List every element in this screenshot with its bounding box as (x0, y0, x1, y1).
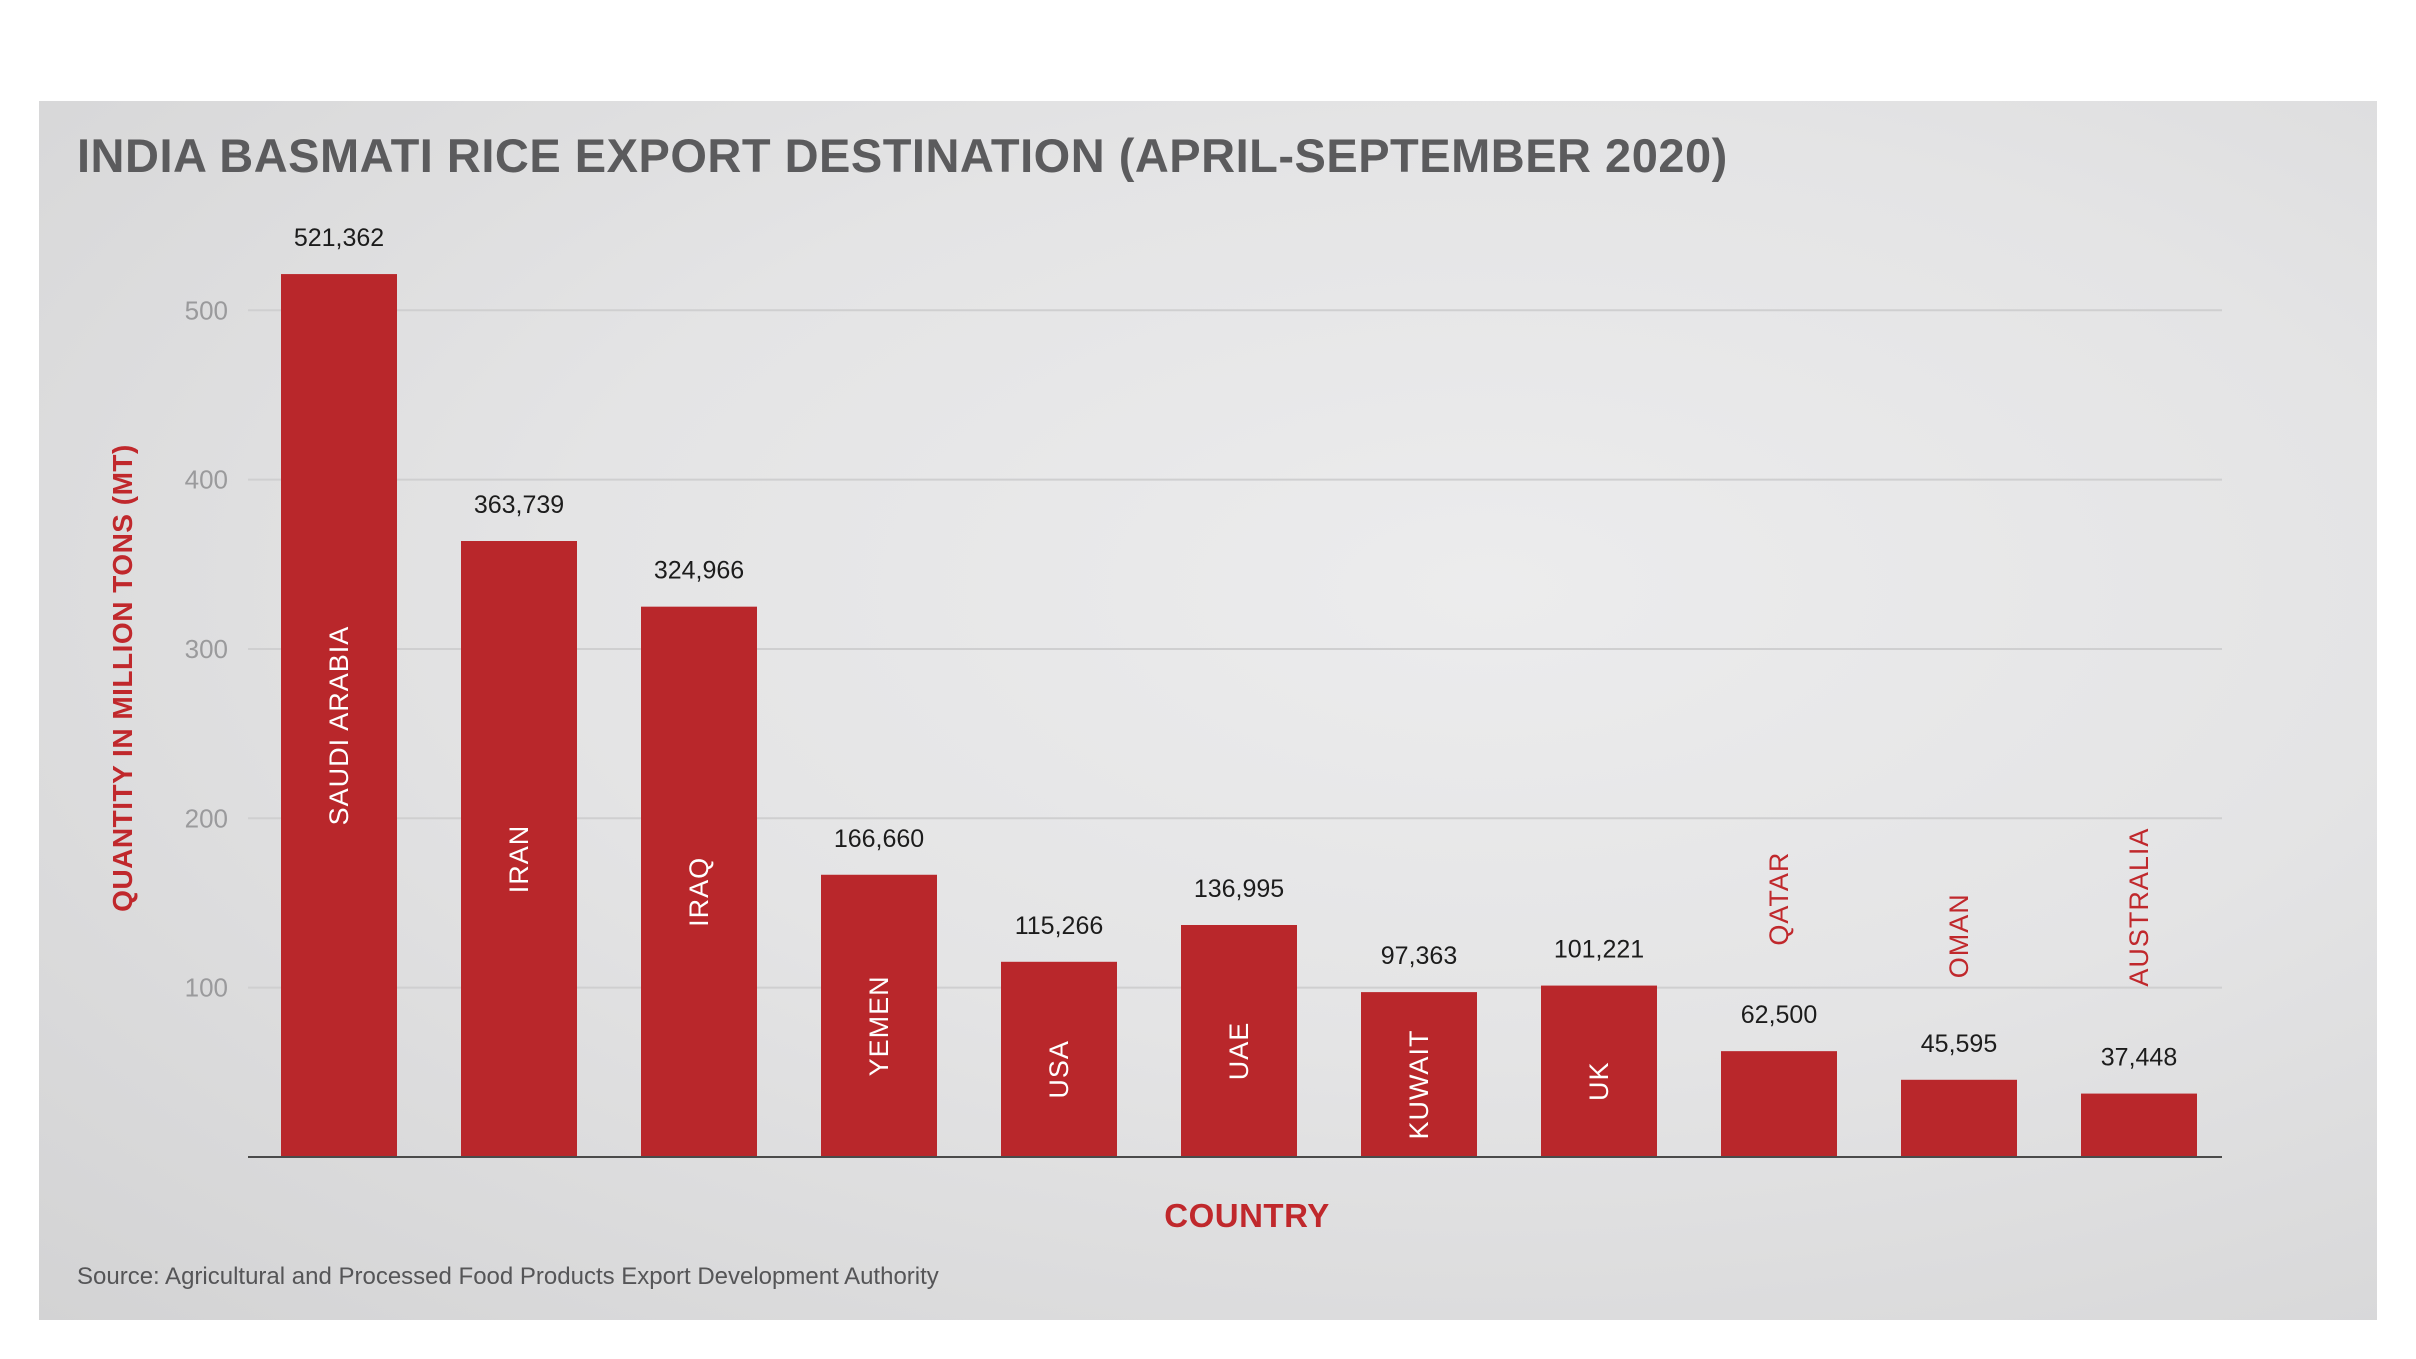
x-axis-label: COUNTRY (1164, 1197, 1330, 1234)
data-label: 166,660 (834, 825, 924, 853)
data-label: 115,266 (1015, 912, 1104, 940)
data-label: 101,221 (1554, 936, 1644, 964)
y-tick-label: 500 (185, 295, 228, 325)
category-label: SAUDI ARABIA (324, 626, 354, 826)
category-label: YEMEN (864, 975, 894, 1076)
bar (1901, 1079, 2017, 1157)
data-label: 324,966 (654, 557, 744, 585)
category-label: OMAN (1944, 893, 1974, 978)
bar (281, 274, 397, 1157)
data-label: 136,995 (1194, 875, 1284, 903)
category-label: USA (1044, 1040, 1074, 1099)
bar (2081, 1093, 2197, 1157)
data-label: 97,363 (1381, 942, 1457, 970)
bar (641, 606, 757, 1157)
y-axis-ticks: 100 200 300 400 500 (185, 295, 228, 1002)
category-label: UAE (1224, 1022, 1254, 1081)
bars: 521,362 SAUDI ARABIA 363,739 IRAN 324,966 IRA… (281, 224, 2197, 1157)
chart-title: INDIA BASMATI RICE EXPORT DESTINATION (A… (77, 129, 1728, 182)
data-label: 521,362 (294, 224, 384, 252)
y-tick-label: 100 (185, 973, 228, 1003)
bar (821, 874, 937, 1157)
category-label: UK (1584, 1062, 1614, 1102)
bar (461, 541, 577, 1157)
bar (1001, 961, 1117, 1157)
data-label: 37,448 (2101, 1044, 2177, 1072)
bar (1361, 992, 1477, 1157)
category-label: IRAQ (684, 857, 714, 927)
data-label: 62,500 (1741, 1001, 1817, 1029)
category-label: KUWAIT (1404, 1030, 1434, 1140)
data-label: 363,739 (474, 491, 564, 519)
bar (1541, 985, 1657, 1157)
bar (1721, 1051, 1837, 1157)
y-tick-label: 300 (185, 634, 228, 664)
category-label: AUSTRALIA (2124, 828, 2154, 987)
y-tick-label: 200 (185, 803, 228, 833)
category-label: IRAN (504, 825, 534, 894)
y-tick-label: 400 (185, 465, 228, 495)
data-label: 45,595 (1921, 1030, 1997, 1058)
source-note: Source: Agricultural and Processed Food … (77, 1263, 939, 1290)
category-label: QATAR (1764, 852, 1794, 946)
bar (1181, 924, 1297, 1157)
